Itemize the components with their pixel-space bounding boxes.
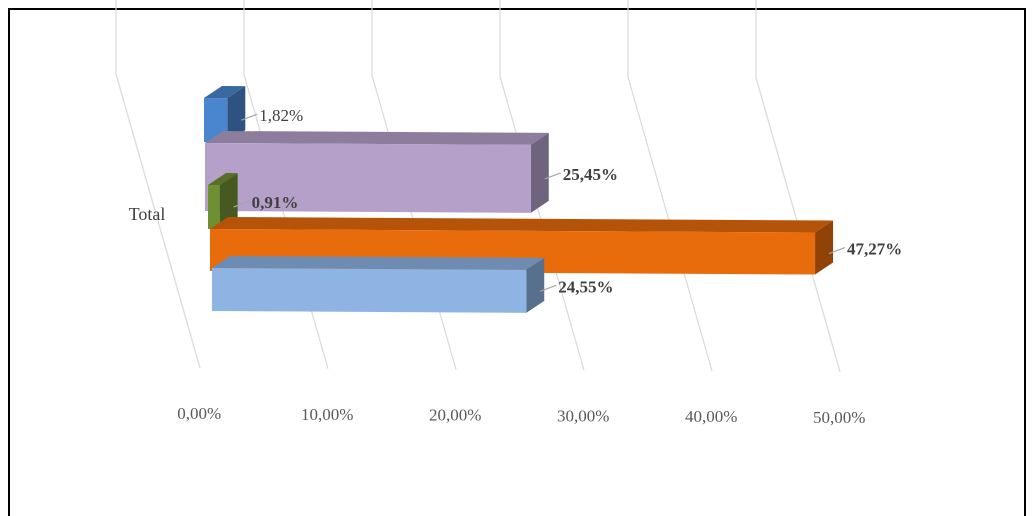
bar-front bbox=[208, 185, 220, 230]
data-label-leader bbox=[540, 284, 557, 292]
bar-top bbox=[210, 217, 834, 233]
bar-end bbox=[219, 173, 238, 230]
gridline bbox=[627, 0, 713, 372]
x-tick-label: 10,00% bbox=[301, 405, 353, 424]
data-label-leader bbox=[544, 172, 561, 180]
data-label: 25,45% bbox=[563, 165, 618, 184]
data-label: 47,27% bbox=[847, 240, 902, 259]
x-tick-label: 40,00% bbox=[685, 407, 737, 426]
x-tick-label: 50,00% bbox=[813, 408, 865, 427]
gridline bbox=[755, 0, 841, 372]
data-label: 24,55% bbox=[558, 277, 613, 296]
bar-top bbox=[204, 86, 246, 99]
bar-end bbox=[530, 132, 549, 213]
bar-end bbox=[227, 86, 246, 143]
bar-top bbox=[208, 173, 238, 186]
bar-end bbox=[815, 220, 834, 275]
bar-top bbox=[212, 256, 545, 270]
category-label: Total bbox=[129, 204, 166, 224]
bar-front bbox=[204, 98, 228, 143]
chart-frame bbox=[8, 8, 1026, 516]
bar-front bbox=[212, 268, 527, 313]
x-tick-label: 20,00% bbox=[429, 406, 481, 425]
x-tick-label: 0,00% bbox=[177, 404, 221, 423]
data-label-leader bbox=[828, 246, 846, 255]
data-label-leader bbox=[233, 200, 250, 208]
bar-front bbox=[205, 143, 531, 213]
data-label: 0,91% bbox=[252, 193, 299, 212]
gridline bbox=[115, 0, 201, 369]
bar-top bbox=[205, 131, 549, 145]
x-tick-label: 30,00% bbox=[557, 406, 609, 425]
data-label-leader bbox=[241, 113, 258, 121]
bar-end bbox=[526, 257, 545, 313]
data-label: 1,82% bbox=[259, 106, 303, 125]
